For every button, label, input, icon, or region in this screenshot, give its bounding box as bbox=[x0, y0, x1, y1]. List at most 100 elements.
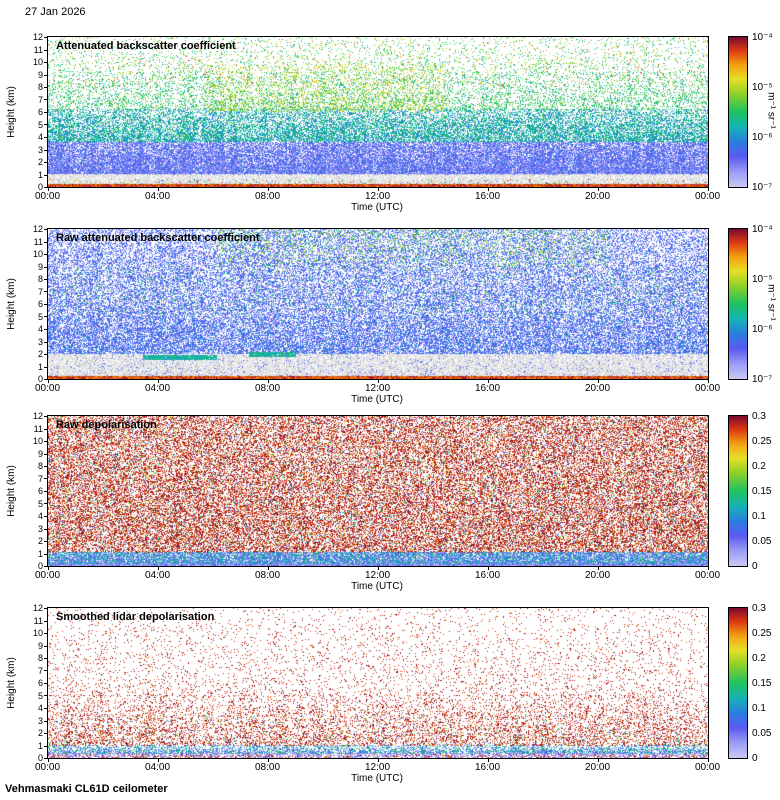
x-tick-mark bbox=[378, 759, 379, 762]
colorbar-tick-label: 0.1 bbox=[752, 511, 766, 522]
y-tick-label: 12 bbox=[32, 411, 43, 421]
y-tick-mark bbox=[44, 354, 47, 355]
x-tick-mark bbox=[158, 567, 159, 570]
y-tick-label: 10 bbox=[32, 436, 43, 446]
x-axis-label: Time (UTC) bbox=[351, 202, 403, 213]
y-tick-mark bbox=[44, 379, 47, 380]
y-tick-label: 11 bbox=[33, 44, 43, 55]
x-tick-label: 00:00 bbox=[34, 383, 61, 394]
colorbar-tick-label: 0.2 bbox=[752, 653, 766, 664]
x-tick-mark bbox=[48, 188, 49, 191]
y-tick-mark bbox=[44, 721, 47, 722]
y-tick-mark bbox=[44, 683, 47, 684]
y-tick-mark bbox=[44, 316, 47, 317]
y-tick-label: 12 bbox=[32, 224, 43, 234]
x-tick-mark bbox=[268, 567, 269, 570]
x-tick-label: 20:00 bbox=[584, 762, 611, 773]
y-tick-label: 4 bbox=[37, 132, 43, 142]
colorbar bbox=[728, 36, 748, 188]
x-tick-mark bbox=[268, 380, 269, 383]
y-tick-label: 3 bbox=[37, 336, 43, 347]
y-tick-mark bbox=[44, 429, 47, 430]
y-tick-label: 6 bbox=[37, 107, 43, 117]
y-tick-mark bbox=[44, 367, 47, 368]
y-tick-mark bbox=[44, 466, 47, 467]
y-tick-mark bbox=[44, 670, 47, 671]
y-tick-mark bbox=[44, 137, 47, 138]
y-tick-mark bbox=[44, 267, 47, 268]
x-tick-label: 20:00 bbox=[584, 383, 611, 394]
x-tick-mark bbox=[378, 567, 379, 570]
y-tick-mark bbox=[44, 37, 47, 38]
x-tick-mark bbox=[48, 759, 49, 762]
x-tick-mark bbox=[488, 380, 489, 383]
y-tick-label: 12 bbox=[32, 603, 43, 613]
y-tick-label: 2 bbox=[37, 157, 43, 167]
y-tick-mark bbox=[44, 342, 47, 343]
x-tick-mark bbox=[598, 567, 599, 570]
x-tick-mark bbox=[158, 380, 159, 383]
x-tick-label: 04:00 bbox=[144, 762, 171, 773]
y-tick-label: 8 bbox=[37, 82, 43, 92]
date-label: 27 Jan 2026 bbox=[25, 6, 86, 18]
colorbar-tick-label: 0 bbox=[752, 753, 758, 764]
colorbar-tick-label: 0.1 bbox=[752, 703, 766, 714]
y-tick-label: 10 bbox=[32, 628, 43, 638]
y-tick-mark bbox=[44, 229, 47, 230]
colorbar-tick-label: 10⁻⁵ bbox=[752, 82, 773, 93]
y-tick-mark bbox=[44, 516, 47, 517]
plot-area: Attenuated backscatter coefficient bbox=[47, 36, 709, 188]
x-tick-label: 04:00 bbox=[144, 191, 171, 202]
y-tick-mark bbox=[44, 503, 47, 504]
x-tick-mark bbox=[48, 380, 49, 383]
x-tick-label: 16:00 bbox=[474, 383, 501, 394]
y-tick-mark bbox=[44, 62, 47, 63]
plot-title: Smoothed lidar depolarisation bbox=[56, 611, 215, 623]
y-tick-mark bbox=[44, 608, 47, 609]
y-tick-mark bbox=[44, 658, 47, 659]
x-tick-label: 16:00 bbox=[474, 762, 501, 773]
colorbar-tick-label: 0.25 bbox=[752, 436, 772, 447]
x-tick-mark bbox=[488, 188, 489, 191]
y-tick-label: 11 bbox=[33, 423, 43, 434]
colorbar-gradient bbox=[729, 608, 747, 758]
y-tick-mark bbox=[44, 112, 47, 113]
x-tick-label: 12:00 bbox=[364, 383, 391, 394]
y-tick-mark bbox=[44, 50, 47, 51]
x-tick-label: 00:00 bbox=[694, 383, 721, 394]
y-tick-mark bbox=[44, 708, 47, 709]
y-tick-mark bbox=[44, 150, 47, 151]
y-tick-label: 11 bbox=[33, 236, 43, 247]
y-tick-label: 3 bbox=[37, 715, 43, 726]
x-axis-label: Time (UTC) bbox=[351, 773, 403, 784]
colorbar-tick-label: 0.15 bbox=[752, 678, 772, 689]
x-tick-mark bbox=[708, 188, 709, 191]
x-axis-label: Time (UTC) bbox=[351, 394, 403, 405]
y-tick-mark bbox=[44, 621, 47, 622]
colorbar-gradient bbox=[729, 229, 747, 379]
colorbar-tick-label: 0.3 bbox=[752, 411, 766, 422]
y-tick-mark bbox=[44, 124, 47, 125]
x-tick-label: 00:00 bbox=[34, 191, 61, 202]
y-tick-label: 1 bbox=[37, 740, 43, 751]
colorbar-tick-label: 10⁻⁵ bbox=[752, 274, 773, 285]
y-tick-mark bbox=[44, 491, 47, 492]
panel-smoothed-depolarisation: Smoothed lidar depolarisation Height (km… bbox=[0, 603, 780, 800]
y-tick-label: 6 bbox=[37, 486, 43, 496]
y-tick-mark bbox=[44, 187, 47, 188]
x-tick-label: 00:00 bbox=[694, 570, 721, 581]
y-tick-mark bbox=[44, 746, 47, 747]
y-tick-label: 10 bbox=[32, 57, 43, 67]
x-tick-label: 16:00 bbox=[474, 191, 501, 202]
colorbar-gradient bbox=[729, 37, 747, 187]
x-tick-mark bbox=[598, 188, 599, 191]
y-tick-mark bbox=[44, 87, 47, 88]
y-tick-label: 9 bbox=[37, 69, 43, 80]
colorbar-tick-label: 10⁻⁷ bbox=[752, 182, 773, 193]
colorbar-tick-label: 10⁻⁶ bbox=[752, 132, 773, 143]
x-tick-label: 12:00 bbox=[364, 762, 391, 773]
colorbar-tick-label: 10⁻⁷ bbox=[752, 374, 773, 385]
colorbar-tick-label: 0.2 bbox=[752, 461, 766, 472]
y-tick-mark bbox=[44, 254, 47, 255]
y-tick-mark bbox=[44, 554, 47, 555]
